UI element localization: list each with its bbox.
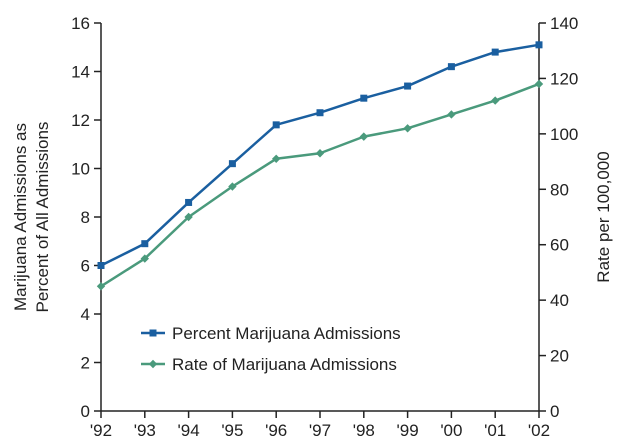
left-axis-title: Marijuana Admissions as Percent of All Ad… bbox=[11, 122, 52, 313]
data-point bbox=[403, 124, 412, 133]
right-tick-label: 120 bbox=[550, 69, 578, 88]
data-point bbox=[404, 82, 412, 90]
data-point bbox=[272, 121, 280, 129]
left-y-axis: 0 2 4 6 8 10 12 14 16 bbox=[71, 14, 101, 421]
data-point bbox=[97, 262, 105, 269]
x-tick-label: '96 bbox=[265, 421, 287, 440]
data-point bbox=[360, 94, 368, 102]
right-tick-label: 100 bbox=[550, 125, 578, 144]
data-point bbox=[316, 109, 324, 117]
legend-label: Percent Marijuana Admissions bbox=[172, 324, 401, 343]
x-tick-label: '01 bbox=[484, 421, 506, 440]
x-tick-label: '93 bbox=[134, 421, 156, 440]
left-tick-label: 2 bbox=[81, 354, 90, 373]
data-point bbox=[535, 41, 543, 49]
legend-marker bbox=[149, 329, 157, 337]
right-tick-label: 40 bbox=[550, 291, 569, 310]
left-tick-label: 10 bbox=[71, 160, 90, 179]
data-point bbox=[228, 182, 237, 191]
left-tick-label: 8 bbox=[81, 208, 90, 227]
data-point bbox=[315, 149, 325, 158]
series-group bbox=[96, 41, 544, 291]
left-axis-title-line: Marijuana Admissions as bbox=[11, 123, 30, 311]
data-point bbox=[447, 63, 455, 71]
data-point bbox=[184, 212, 193, 222]
series-2 bbox=[96, 79, 544, 291]
left-tick-label: 12 bbox=[71, 111, 90, 130]
data-point bbox=[141, 240, 149, 248]
x-tick-label: '94 bbox=[178, 421, 200, 440]
x-tick-label: '98 bbox=[353, 421, 375, 440]
right-tick-label: 20 bbox=[550, 347, 569, 366]
left-tick-label: 14 bbox=[71, 63, 90, 82]
x-tick-label: '97 bbox=[309, 421, 331, 440]
data-point bbox=[140, 254, 149, 263]
data-point bbox=[534, 79, 544, 89]
data-point bbox=[447, 110, 456, 119]
x-tick-label: '92 bbox=[90, 421, 112, 440]
x-tick-label: '02 bbox=[528, 421, 550, 440]
right-y-axis: 0 20 40 60 80 100 120 140 bbox=[539, 14, 578, 421]
right-tick-label: 80 bbox=[550, 180, 569, 199]
axis-titles: Marijuana Admissions as Percent of All Ad… bbox=[11, 122, 613, 313]
data-point bbox=[228, 160, 236, 168]
x-tick-label: '00 bbox=[440, 421, 462, 440]
right-tick-label: 140 bbox=[550, 14, 578, 33]
data-point bbox=[491, 96, 500, 105]
left-axis-title-line: Percent of All Admissions bbox=[33, 122, 52, 313]
x-axis: '92 '93 '94 '95 '96 '97 '98 '99 '00 '01 '02 bbox=[90, 411, 550, 440]
left-tick-label: 0 bbox=[81, 402, 90, 421]
data-point bbox=[272, 154, 281, 163]
data-point bbox=[185, 198, 193, 206]
axes bbox=[100, 23, 540, 412]
legend-marker bbox=[148, 359, 158, 369]
x-tick-label: '99 bbox=[397, 421, 419, 440]
legend-label: Rate of Marijuana Admissions bbox=[172, 355, 397, 374]
data-point bbox=[491, 48, 499, 56]
x-tick-label: '95 bbox=[221, 421, 243, 440]
data-point bbox=[359, 132, 368, 141]
series-1 bbox=[97, 41, 543, 269]
left-tick-label: 16 bbox=[71, 14, 90, 33]
data-point bbox=[96, 282, 106, 291]
legend: Percent Marijuana Admissions Rate of Mari… bbox=[141, 324, 401, 374]
left-tick-label: 4 bbox=[81, 305, 90, 324]
left-tick-label: 6 bbox=[81, 257, 90, 276]
right-tick-label: 0 bbox=[550, 402, 559, 421]
right-tick-label: 60 bbox=[550, 236, 569, 255]
right-axis-title: Rate per 100,000 bbox=[594, 151, 613, 282]
